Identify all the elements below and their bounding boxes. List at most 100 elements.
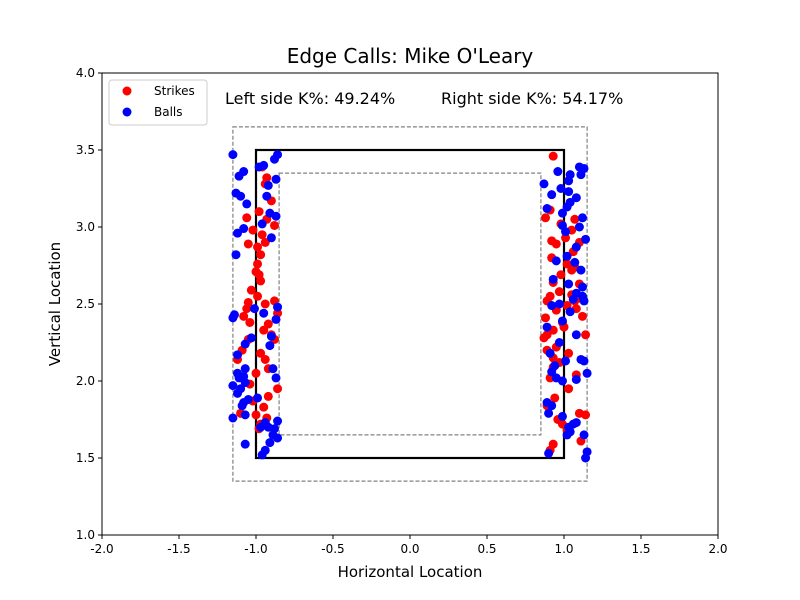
- balls-point: [557, 208, 567, 218]
- balls-point: [236, 191, 246, 201]
- balls-point: [542, 322, 552, 332]
- strikes-point: [541, 313, 551, 323]
- balls-point: [547, 401, 557, 411]
- balls-point: [265, 341, 275, 351]
- strikes-point: [254, 207, 264, 217]
- balls-point: [577, 213, 587, 223]
- balls-point: [239, 224, 249, 234]
- balls-point: [246, 333, 256, 343]
- balls-point: [240, 378, 250, 388]
- balls-point: [266, 233, 276, 243]
- x-axis-label: Horizontal Location: [338, 563, 483, 581]
- x-tick-label: 0.0: [400, 542, 419, 556]
- balls-point: [579, 296, 589, 306]
- x-tick-label: 1.0: [554, 542, 573, 556]
- balls-point: [231, 250, 241, 260]
- strikes-point: [239, 311, 249, 321]
- x-tick-label: 2.0: [708, 542, 727, 556]
- balls-point: [576, 265, 586, 275]
- balls-point: [262, 191, 272, 201]
- balls-point: [571, 330, 581, 340]
- y-tick-label: 4.0: [76, 66, 95, 80]
- strikes-point: [556, 270, 566, 280]
- y-axis-label: Vertical Location: [46, 242, 64, 366]
- strikes-point: [577, 311, 587, 321]
- balls-point: [256, 422, 266, 432]
- balls-point: [562, 202, 572, 212]
- balls-point: [268, 364, 278, 374]
- balls-point: [228, 313, 238, 323]
- balls-point: [240, 364, 250, 374]
- strikes-point: [260, 299, 270, 309]
- legend-balls-marker: [122, 107, 132, 117]
- strikes-point: [251, 368, 261, 378]
- strikes-point: [251, 410, 261, 420]
- balls-point: [564, 187, 574, 197]
- strikes-point: [259, 325, 269, 335]
- balls-point: [545, 348, 555, 358]
- balls-point: [269, 154, 279, 164]
- balls-point: [544, 408, 554, 418]
- balls-point: [564, 422, 574, 432]
- x-tick-label: -2.0: [90, 542, 113, 556]
- right-side-k-annotation: Right side K%: 54.17%: [441, 89, 623, 108]
- strikes-point: [539, 333, 549, 343]
- balls-point: [234, 171, 244, 181]
- balls-point: [579, 430, 589, 440]
- strikes-point: [246, 285, 256, 295]
- balls-point: [557, 411, 567, 421]
- strikes-point: [243, 239, 253, 249]
- balls-point: [259, 160, 269, 170]
- balls-point: [576, 354, 586, 364]
- strikes-point: [242, 213, 252, 223]
- balls-point: [228, 381, 238, 391]
- strikes-point: [256, 276, 266, 286]
- balls-point: [542, 204, 552, 214]
- strikes-point: [581, 410, 591, 420]
- balls-point: [242, 199, 252, 209]
- balls-point: [273, 416, 283, 426]
- balls-point: [271, 211, 281, 221]
- legend-balls-label: Balls: [154, 105, 183, 119]
- strikes-point: [256, 250, 266, 260]
- balls-point: [547, 367, 557, 377]
- balls-point: [253, 393, 263, 403]
- balls-point: [233, 228, 243, 238]
- balls-point: [581, 234, 591, 244]
- balls-point: [240, 410, 250, 420]
- balls-point: [562, 430, 572, 440]
- balls-point: [548, 274, 558, 284]
- balls-point: [539, 179, 549, 189]
- legend-box: [108, 79, 208, 126]
- balls-point: [554, 338, 564, 347]
- points-group: [228, 150, 592, 463]
- balls-point: [551, 256, 561, 266]
- strikes-point: [570, 214, 580, 224]
- balls-point: [561, 356, 571, 366]
- strikes-point: [554, 287, 564, 297]
- balls-point: [257, 219, 267, 229]
- balls-point: [557, 316, 567, 326]
- balls-point: [571, 242, 581, 252]
- balls-point: [562, 251, 572, 261]
- balls-point: [568, 294, 578, 304]
- strikes-point: [257, 230, 267, 240]
- balls-point: [577, 282, 587, 292]
- x-tick-label: -1.5: [167, 542, 190, 556]
- balls-point: [571, 193, 581, 203]
- inner-edge-zone: [278, 172, 542, 436]
- y-tick-label: 2.5: [76, 297, 95, 311]
- legend-strikes-marker: [122, 86, 132, 96]
- balls-point: [257, 450, 267, 460]
- balls-point: [228, 150, 238, 160]
- strikes-point: [548, 151, 558, 161]
- strikes-point: [269, 220, 279, 230]
- balls-point: [574, 222, 584, 232]
- strikes-point: [564, 384, 574, 394]
- y-tick-label: 3.0: [76, 220, 95, 234]
- y-axis-ticks: 1.0 1.5 2.0 2.5 3.0 3.5 4.0: [76, 66, 102, 542]
- strikes-point: [263, 319, 273, 329]
- balls-point: [233, 350, 243, 360]
- strikes-point: [253, 242, 263, 252]
- balls-point: [249, 304, 259, 314]
